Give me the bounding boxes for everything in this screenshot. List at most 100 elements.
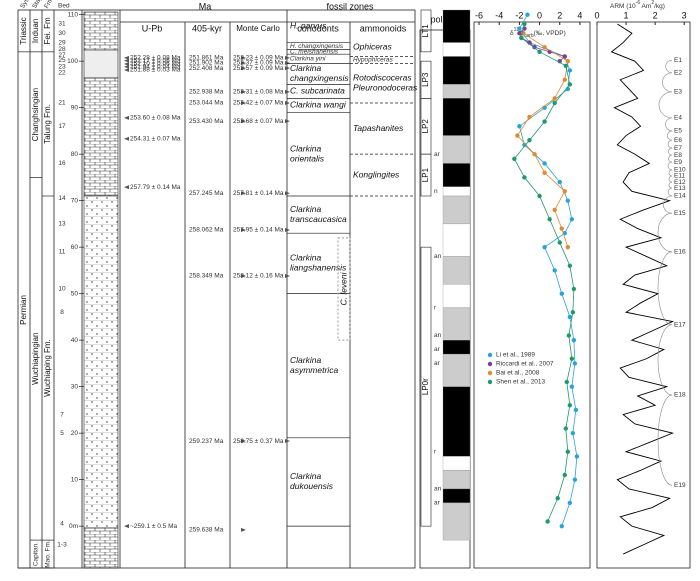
isotope-line xyxy=(513,23,575,522)
depth-tick-label: 50 xyxy=(71,290,79,297)
age-label: 252.28 ± 0.08 Ma xyxy=(130,55,181,62)
isotope-point xyxy=(562,472,567,478)
age-arrow xyxy=(241,89,246,94)
isotope-point xyxy=(569,356,575,361)
isotope-point xyxy=(563,426,568,431)
isotope-point xyxy=(571,337,577,343)
arm-curve xyxy=(610,23,675,555)
polarity-block xyxy=(442,284,471,308)
isotope-point xyxy=(542,119,547,124)
polarity-block xyxy=(442,339,471,355)
depth-tick-label: 100 xyxy=(67,58,78,65)
cycle-arc xyxy=(668,175,673,183)
cycle-label: E14 xyxy=(674,193,686,200)
unit-name: Talung Fm. xyxy=(43,104,52,144)
header: conodonts xyxy=(297,23,339,33)
bed-label: 14 xyxy=(58,195,66,202)
bed-label: 10 xyxy=(58,286,66,293)
depth-tick-label: 0m xyxy=(69,523,78,530)
bed-label: 22 xyxy=(58,69,66,76)
polarity-mark: n xyxy=(434,188,438,195)
age-label: 253.60 ± 0.08 Ma xyxy=(130,115,181,122)
isotope-point xyxy=(567,500,573,506)
isotope-point xyxy=(571,286,577,292)
header: Stage xyxy=(31,0,46,10)
zone-name: Clarkina xyxy=(290,471,321,481)
age-arrow xyxy=(124,55,129,60)
isotope-point xyxy=(537,193,542,199)
depth-tick-label: 10 xyxy=(71,476,79,483)
polarity-block xyxy=(442,386,471,457)
bed-label: 30 xyxy=(58,30,66,37)
axis-title: ARM (10-6 Am2/kg) xyxy=(610,0,665,9)
legend-label: Shen et al., 2013 xyxy=(496,379,546,386)
x-tick-label: 0 xyxy=(594,10,599,20)
age-arrow xyxy=(124,136,129,141)
cycle-label: E4 xyxy=(674,115,682,122)
age-label: ~259.1 ± 0.5 Ma xyxy=(130,523,177,530)
age-arrow xyxy=(285,191,290,196)
depth-tick-label: 40 xyxy=(71,337,79,344)
isotope-point xyxy=(566,333,572,338)
cycle-label: E16 xyxy=(674,249,686,256)
isotope-point xyxy=(542,45,547,50)
zone-name: changxingensis xyxy=(290,73,349,83)
zone-name: orientalis xyxy=(290,153,325,163)
header: 405-kyr xyxy=(192,23,222,33)
age-label: 253.42 ± 0.07 Ma xyxy=(233,100,284,107)
unit-name: Changhsingian xyxy=(31,88,40,141)
age-label: 251.861 Ma xyxy=(189,55,224,62)
header: fossil zones xyxy=(326,1,374,11)
isotope-point xyxy=(547,217,552,222)
unit-name: Fei. Fm xyxy=(43,17,52,44)
legend-marker xyxy=(487,352,493,358)
x-tick-label: -2 xyxy=(515,10,523,20)
polarity-block xyxy=(442,163,471,187)
bed-label: 27 xyxy=(58,52,66,59)
isotope-point xyxy=(569,384,575,389)
isotope-point xyxy=(572,477,578,482)
bed-label: 17 xyxy=(58,123,66,130)
zone-name: asymmetrica xyxy=(290,365,338,375)
axis-title-part: ARM (10 xyxy=(610,3,636,10)
cycle-label: E7 xyxy=(674,145,682,152)
depth-tick-label: 80 xyxy=(71,151,79,158)
isotope-point xyxy=(552,207,557,213)
lithology-unit xyxy=(83,77,119,197)
age-arrow xyxy=(124,61,129,66)
cycle-label: E1 xyxy=(674,57,682,64)
isotope-point xyxy=(565,198,571,203)
age-arrow xyxy=(241,55,246,60)
age-arrow xyxy=(285,89,290,94)
header: U-Pb xyxy=(142,23,163,33)
polarity-mark: ar xyxy=(434,151,441,158)
unit-name: Wuchiaping Fm. xyxy=(43,339,52,397)
cycle-label: E19 xyxy=(674,482,686,489)
age-label: 257.95 ± 0.14 Ma xyxy=(233,227,284,234)
age-label: 253.31 ± 0.08 Ma xyxy=(233,89,284,96)
age-label: 254.31 ± 0.07 Ma xyxy=(130,136,181,143)
isotope-point xyxy=(557,179,562,185)
unit-name: Wuchiapingian xyxy=(31,333,40,385)
unit-name: Mao. Fm. xyxy=(45,540,52,568)
age-label: 251.902 Ma xyxy=(189,60,224,67)
polarity-mark: ar xyxy=(434,360,441,367)
legend-label: Bai et al., 2008 xyxy=(496,370,540,377)
cycle-arc xyxy=(658,91,673,119)
cycle-label: E18 xyxy=(674,392,686,399)
age-arrow xyxy=(241,61,246,66)
age-arrow xyxy=(241,66,246,71)
isotope-point xyxy=(567,314,573,320)
polarity-mark: an xyxy=(434,332,442,339)
polarity-zone xyxy=(420,246,432,527)
polarity-block xyxy=(442,56,471,85)
polarity-zone-label: LT1 xyxy=(421,24,430,38)
isotope-point xyxy=(545,519,550,524)
zone-name: Clarkina yini xyxy=(290,56,326,63)
lithology-unit xyxy=(83,49,119,79)
age-arrow xyxy=(285,227,290,232)
isotope-point xyxy=(537,49,542,55)
depth-tick-label: 70 xyxy=(71,197,79,204)
isotope-point xyxy=(527,114,532,120)
header: Ma xyxy=(199,1,212,11)
